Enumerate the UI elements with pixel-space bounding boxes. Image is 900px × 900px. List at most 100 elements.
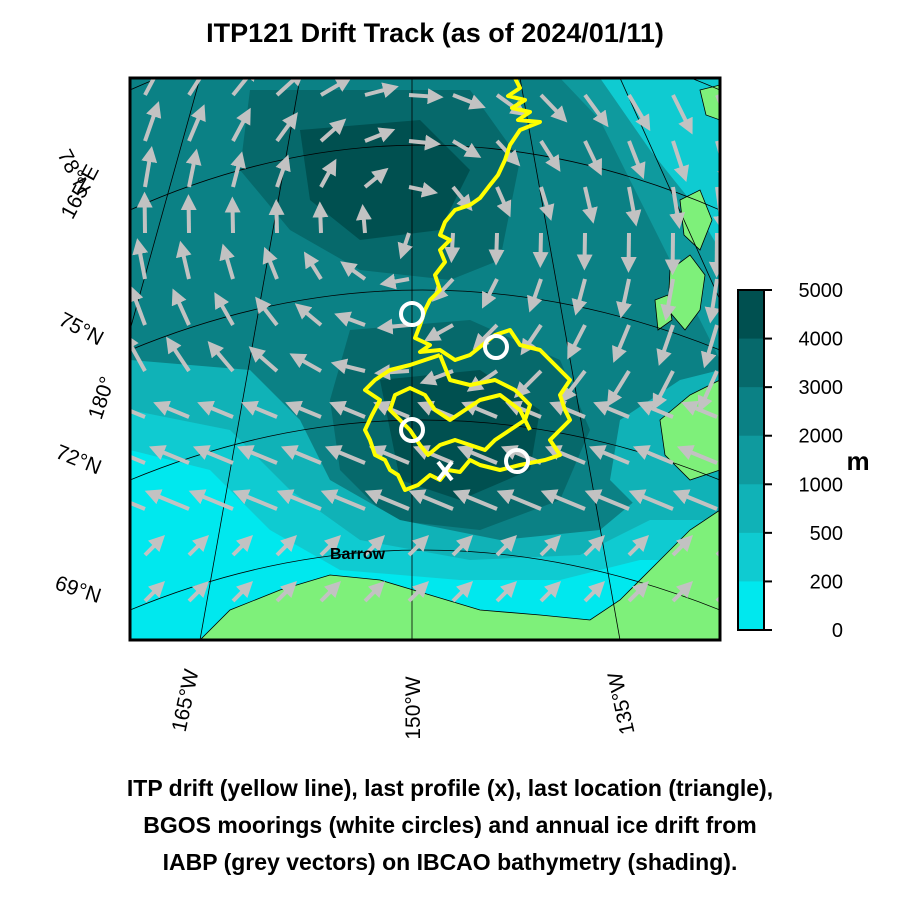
colorbar-band [738,484,764,534]
ice-drift-arrow [408,489,454,511]
ice-drift-arrow [143,534,166,557]
colorbar-band [738,532,764,582]
ice-drift-arrow [364,127,396,143]
ice-drift-arrow [236,445,278,465]
ice-drift-arrow [472,323,499,350]
ice-drift-arrow [583,534,606,557]
ice-drift-arrow [606,369,631,407]
ice-drift-arrow [379,273,410,290]
ice-drift-arrow [408,181,439,198]
ice-drift-arrow [376,318,410,335]
map-title: ITP121 Drift Track (as of 2024/01/11) [206,18,664,48]
ice-drift-arrow [230,151,246,188]
ice-drift-arrow [289,353,322,373]
ice-drift-arrow [143,78,157,96]
ice-drift-arrow [275,154,291,188]
ice-drift-arrow [451,534,474,557]
colorbar-band [738,435,764,485]
ice-drift-arrow [539,93,568,123]
ice-drift-arrow [632,445,674,465]
ice-drift-arrow [175,240,192,280]
ice-drift-arrow [407,580,430,603]
ice-drift-arrow [616,278,632,319]
ice-drift-arrow [248,346,279,373]
bgos-moorings [399,301,530,474]
ice-drift-arrow [495,580,518,603]
ice-drift-arrow [363,534,386,557]
ice-drift-arrow [363,580,386,603]
ice-drift-arrow [627,580,650,603]
ice-drift-arrow [671,94,693,135]
ice-drift-arrow [262,246,279,280]
ice-drift-arrow [408,88,444,105]
ice-drift-arrow [408,134,442,151]
ice-drift-arrow [294,303,323,327]
ice-drift-arrow [185,148,202,188]
ice-drift-arrow [192,445,234,465]
ice-drift-arrow [652,370,675,411]
ice-drift-arrow [584,489,630,511]
ice-drift-arrow [207,340,235,373]
ice-drift-arrow [397,232,413,260]
ice-drift-arrow [329,400,366,419]
lat-label-69n: 69°N [52,572,104,608]
ice-drift-arrow [539,186,555,221]
ice-drift-arrow [495,139,521,167]
caption-line-2: BGOS moorings (white circles) and annual… [143,812,757,838]
ice-drift-arrow [187,78,212,97]
ice-drift-arrow [148,445,190,465]
ice-drift-arrow [637,400,674,419]
ice-drift-arrow [241,400,278,419]
ice-drift-arrow [488,232,505,266]
ice-drift-arrow [319,78,352,97]
ice-drift-arrow [513,369,543,399]
ice-drift-arrow [656,324,675,366]
ice-drift-arrow [628,489,674,511]
ice-drift-arrow [419,369,454,386]
lon-label-150w: 150°W [402,676,425,739]
colorbar-tick-label: 5000 [799,280,844,302]
ice-drift-arrow [672,489,718,511]
colorbar-unit: m [846,446,869,476]
ice-drift-arrow [704,278,720,324]
ice-drift-arrow [700,324,719,369]
colorbar-tick-label: 200 [810,571,843,593]
ice-drift-arrow [324,445,366,465]
ice-drift-arrow [625,186,642,227]
ice-drift-arrow [166,336,191,373]
ice-drift-arrow [496,489,542,511]
ice-drift-arrow [373,400,410,419]
ice-drift-arrow [368,445,410,465]
ice-drift-arrow [671,580,694,603]
ice-drift-arrow [452,93,486,110]
caption-line-1: ITP drift (yellow line), last profile (x… [126,775,774,801]
ice-drift-arrow [188,489,234,511]
ice-drift-arrow [583,140,603,176]
lat-label-75n: 75°N [55,308,107,350]
ice-drift-arrow [319,158,337,188]
ice-drift-arrow [319,534,342,557]
ice-drift-arrow [340,261,367,281]
ice-drift-arrow [187,534,210,557]
ice-drift-arrow [423,323,454,342]
colorbar-tick-label: 1000 [799,474,844,496]
ice-drift-arrow [452,489,498,511]
ice-drift-arrow [671,534,694,557]
lon-label-180: 180° [84,374,119,422]
ice-drift-arrow [588,445,630,465]
ice-drift-arrow [130,408,146,419]
caption-line-3: IABP (grey vectors) on IBCAO bathymetry … [162,849,738,875]
ice-drift-arrow [330,358,366,375]
ice-drift-arrow [231,580,254,603]
ice-drift-arrow [219,243,235,280]
ice-drift-arrow [671,140,690,183]
ice-drift-arrow [143,101,162,142]
ice-drift-arrow [660,278,677,321]
itp-drift-track [363,78,572,492]
lat-label-72n: 72°N [52,441,104,480]
ice-drift-arrow [130,333,147,372]
ice-drift-arrow [676,445,718,465]
ice-drift-arrow [567,324,587,360]
ice-drift-arrow [407,534,430,557]
